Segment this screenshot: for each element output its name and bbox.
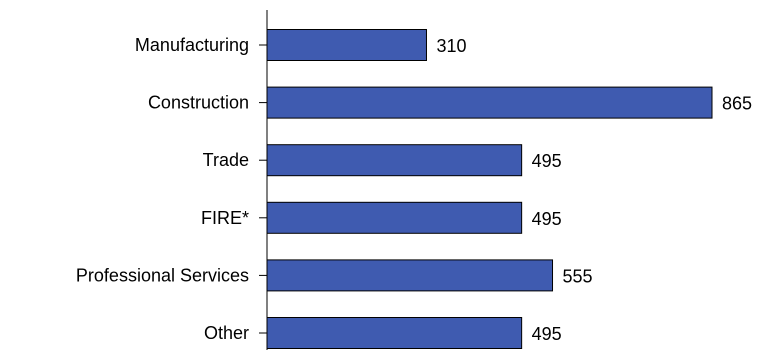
category-label: Other [204,323,249,343]
value-label: 310 [436,36,466,56]
category-label: Professional Services [76,265,249,285]
bar [266,317,523,349]
category-label: Trade [203,150,249,170]
value-label: 495 [532,151,562,171]
category-label: FIRE* [201,208,249,228]
value-label: 495 [532,324,562,344]
bar [266,29,427,61]
value-label: 495 [532,209,562,229]
category-label: Construction [148,93,249,113]
bar [266,201,523,234]
value-label: 555 [563,266,593,286]
bar [266,144,523,177]
bar [266,259,554,292]
category-label: Manufacturing [135,35,249,55]
value-label: 865 [722,94,752,114]
bar [266,86,713,119]
